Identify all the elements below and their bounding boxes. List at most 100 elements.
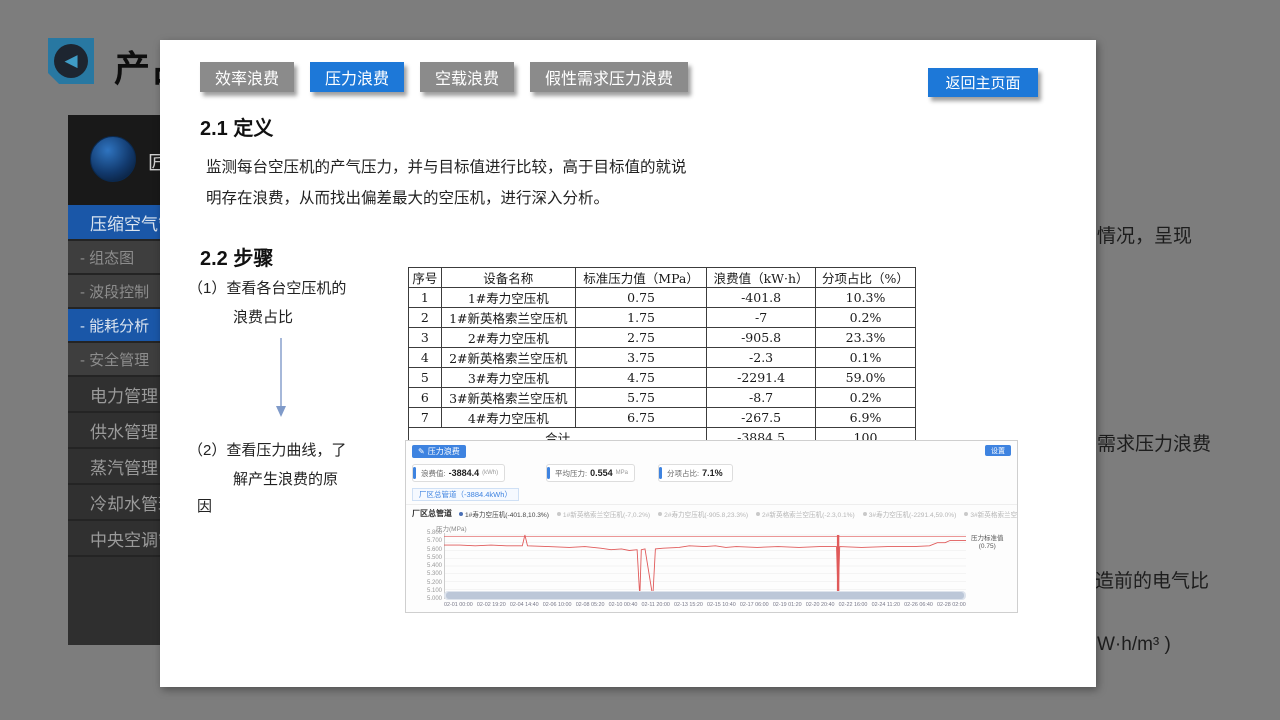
table-cell: 59.0% <box>814 367 917 388</box>
background-text: W·h/m³ ) <box>1097 634 1171 655</box>
return-home-button[interactable]: 返回主页面 <box>928 68 1038 97</box>
back-nav-icon[interactable]: ◀ <box>48 38 94 84</box>
table-cell: 3#新英格索兰空压机 <box>440 387 576 408</box>
table-header: 标准压力值（MPa） <box>574 267 708 288</box>
x-tick-label: 02-11 20:00 <box>641 602 670 608</box>
step1-text: （1）查看各台空压机的 <box>188 280 347 297</box>
y-tick-label: 5.400 <box>426 563 442 569</box>
table-header: 序号 <box>408 267 442 288</box>
y-tick-label: 5.600 <box>426 546 442 553</box>
back-arrow-icon: ◀ <box>54 44 88 78</box>
table-cell: 2#寿力空压机 <box>440 327 576 348</box>
background-text: 造前的电气比 <box>1095 571 1210 592</box>
x-axis-labels: 02-01 00:00 02-02 19:20 02-04 14:40 02-06 1… <box>444 602 966 608</box>
table-cell: 6.75 <box>574 407 708 428</box>
y-tick-label: 5.200 <box>426 579 442 586</box>
x-tick-label: 02-19 01:20 <box>772 602 802 608</box>
table-cell: 6.9% <box>814 407 917 428</box>
edit-icon: ✎ <box>418 447 425 456</box>
legend-item[interactable]: 2#寿力空压机(-905.8,23.3%) <box>658 509 748 519</box>
table-cell: 1 <box>408 287 442 308</box>
table-row: 7 4#寿力空压机 6.75 -267.5 6.9% <box>408 407 917 428</box>
table-cell: 10.3% <box>814 287 917 308</box>
metric-value: 7.1% <box>702 468 723 478</box>
tab-waste-type[interactable]: 假性需求压力浪费 <box>530 62 689 92</box>
settings-button[interactable]: 设置 <box>985 445 1011 456</box>
chart-legend: 厂区总管道 1#寿力空压机(-401.8,10.3%) 1#新英格索兰空压机(-7… <box>412 508 1017 519</box>
legend-item[interactable]: 3#新英格索兰空压机(-8.7,0.2%) <box>964 509 1017 519</box>
table-cell: -2291.4 <box>706 367 816 388</box>
y-tick-label: 5.000 <box>426 596 442 602</box>
x-tick-label: 02-20 20:40 <box>805 602 835 608</box>
pressure-waste-screenshot: ✎ 压力浪费 设置 浪费值: -3884.4 (kWh) 平均压力: 0.554 MPa 分… <box>405 440 1018 613</box>
x-tick-label: 02-01 00:00 <box>444 602 473 608</box>
pressure-line-chart <box>444 533 966 599</box>
x-tick-label: 02-06 10:00 <box>542 602 572 608</box>
waste-table: 序号 设备名称 标准压力值（MPa） 浪费值（kW·h） 分项占比（%） 1 1#寿力空压… <box>407 267 917 448</box>
y-tick-label: 5.100 <box>426 587 442 594</box>
background-text: 情况，呈现 <box>1097 226 1193 247</box>
table-cell: 3#寿力空压机 <box>440 367 576 388</box>
legend-item[interactable]: 1#新英格索兰空压机(-7,0.2%) <box>556 509 650 519</box>
x-tick-label: 02-08 05:20 <box>575 602 605 608</box>
scrollbar-handle[interactable] <box>446 592 964 599</box>
table-cell: 4 <box>408 347 442 368</box>
table-header: 分项占比（%） <box>814 267 917 288</box>
legend-title: 厂区总管道 <box>412 509 452 518</box>
table-cell: -267.5 <box>706 407 816 428</box>
step1-text: 浪费占比 <box>233 309 294 326</box>
step2-text: 因 <box>197 498 213 515</box>
table-row: 1 1#寿力空压机 0.75 -401.8 10.3% <box>408 287 917 308</box>
y-axis-label: 压力(MPa) <box>436 526 467 533</box>
table-cell: 4.75 <box>574 367 708 388</box>
tab-waste-type[interactable]: 效率浪费 <box>200 62 295 92</box>
x-tick-label: 02-10 00:40 <box>608 602 638 608</box>
metric-label: 平均压力: <box>555 468 588 478</box>
table-cell: 4#寿力空压机 <box>440 407 576 428</box>
table-cell: -8.7 <box>706 387 816 408</box>
table-cell: 5.75 <box>574 387 708 408</box>
x-tick-label: 02-28 02:00 <box>937 602 966 608</box>
brand-logo-icon <box>90 136 136 182</box>
metric-unit: (kWh) <box>482 470 499 476</box>
definition-line: 监测每台空压机的产气压力，并与目标值进行比较，高于目标值的就说 <box>206 159 687 176</box>
table-cell: 0.2% <box>814 307 917 328</box>
legend-dot-icon <box>556 511 561 516</box>
x-tick-label: 02-22 16:00 <box>838 602 868 608</box>
step2-text: （2）查看压力曲线，了 <box>188 442 347 459</box>
table-cell: -2.3 <box>706 347 816 368</box>
tab-waste-type[interactable]: 空载浪费 <box>420 62 515 92</box>
table-cell: 6 <box>408 387 442 408</box>
tab-active[interactable]: 压力浪费 <box>310 62 405 92</box>
legend-item[interactable]: 2#新英格索兰空压机(-2.3,0.1%) <box>756 509 855 519</box>
x-tick-label: 02-02 19:20 <box>476 602 506 608</box>
table-cell: 5 <box>408 367 442 388</box>
chart-scrollbar[interactable] <box>444 591 966 600</box>
table-cell: 23.3% <box>814 327 917 348</box>
table-row: 6 3#新英格索兰空压机 5.75 -8.7 0.2% <box>408 387 917 408</box>
table-row: 5 3#寿力空压机 4.75 -2291.4 59.0% <box>408 367 917 388</box>
metric-value: -3884.4 <box>448 468 480 478</box>
legend-dot-icon <box>658 511 663 516</box>
table-row: 3 2#寿力空压机 2.75 -905.8 23.3% <box>408 327 917 348</box>
table-cell: 1.75 <box>574 307 708 328</box>
pipeline-tab[interactable]: 厂区总管道（-3884.4kWh） <box>412 488 519 501</box>
screenshot-title-badge[interactable]: ✎ 压力浪费 <box>412 445 466 458</box>
metric-value: 0.554 <box>590 468 613 478</box>
metric-unit: MPa <box>615 470 628 476</box>
metric-label: 浪费值: <box>421 468 446 478</box>
definition-heading: 2.1 定义 <box>200 118 274 140</box>
legend-dot-icon <box>459 511 463 516</box>
definition-paragraph: 监测每台空压机的产气压力，并与目标值进行比较，高于目标值的就说 明存在浪费，从而… <box>206 152 776 214</box>
legend-item[interactable]: 3#寿力空压机(-2291.4,59.0%) <box>862 509 956 519</box>
legend-item[interactable]: 1#寿力空压机(-401.8,10.3%) <box>459 509 549 519</box>
table-cell: 3.75 <box>574 347 708 368</box>
x-tick-label: 02-26 06:40 <box>904 602 933 608</box>
x-tick-label: 02-15 10:40 <box>706 602 736 608</box>
table-header: 浪费值（kW·h） <box>706 267 816 288</box>
x-tick-label: 02-17 06:00 <box>739 602 769 608</box>
table-cell: 1#寿力空压机 <box>440 287 576 308</box>
screenshot-title: 压力浪费 <box>427 447 460 456</box>
table-row: 2 1#新英格索兰空压机 1.75 -7 0.2% <box>408 307 917 328</box>
definition-line: 明存在浪费，从而找出偏差最大的空压机，进行深入分析。 <box>206 190 610 207</box>
